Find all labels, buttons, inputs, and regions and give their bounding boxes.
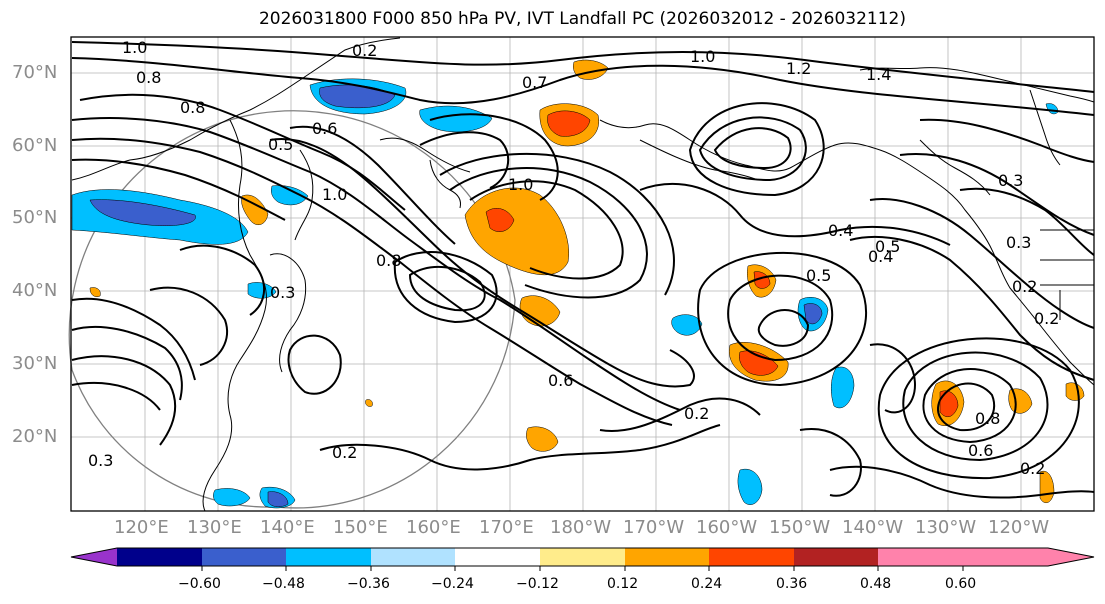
- page-title: 2026031800 F000 850 hPa PV, IVT Landfall…: [258, 9, 906, 29]
- contour-label: 1.0: [322, 185, 347, 204]
- lat-label: 70°N: [12, 62, 58, 83]
- colorbar-segment: [878, 548, 963, 566]
- contour-label: 0.4: [868, 247, 893, 266]
- contour-label: 0.4: [828, 221, 853, 240]
- colorbar-tick-label: −0.60: [178, 576, 221, 592]
- colorbar-tick-label: 0.36: [776, 576, 808, 592]
- contour-label: 0.3: [1006, 233, 1031, 252]
- contour-label: 0.2: [332, 443, 357, 462]
- contour-label: 0.2: [1034, 309, 1059, 328]
- colorbar-tick-label: −0.24: [431, 576, 474, 592]
- contour-label: 1.2: [786, 59, 811, 78]
- contour-label: 0.5: [875, 237, 900, 256]
- colorbar-segment: [371, 548, 455, 566]
- colorbar: [70, 547, 1095, 571]
- negative-anomaly-patches: [71, 78, 1059, 509]
- lon-label: 160°E: [406, 517, 461, 538]
- coastlines: [71, 37, 1095, 512]
- lon-label: 140°W: [842, 517, 904, 538]
- colorbar-extension-high: [963, 548, 1094, 566]
- contour-label: 1.4: [866, 65, 891, 84]
- colorbar-segment: [540, 548, 625, 566]
- colorbar-segment: [455, 548, 540, 566]
- contour-label: 0.6: [548, 371, 573, 390]
- contour-label: 0.5: [806, 266, 831, 285]
- lon-label: 180°W: [550, 517, 612, 538]
- contour-labels: 1.0 0.8 0.2 0.6 0.5 0.8 1.0 0.3 0.8 1.0 …: [88, 38, 1059, 478]
- colorbar-segment: [202, 548, 286, 566]
- lon-label: 160°W: [696, 517, 758, 538]
- contour-label: 0.6: [968, 441, 993, 460]
- colorbar-tick-label: −0.48: [262, 576, 305, 592]
- colorbar-segment: [709, 548, 794, 566]
- contour-label: 0.3: [88, 451, 113, 470]
- colorbar-segment: [794, 548, 878, 566]
- lat-label: 30°N: [12, 353, 58, 374]
- contour-label: 0.2: [1020, 459, 1045, 478]
- contour-label: 0.2: [1012, 277, 1037, 296]
- colorbar-segment: [286, 548, 371, 566]
- contour-label: 0.3: [998, 171, 1023, 190]
- contour-label: 1.0: [122, 38, 147, 57]
- lon-label: 130°E: [187, 517, 242, 538]
- pv-contour-lines: [71, 41, 1095, 499]
- lon-label: 170°E: [479, 517, 534, 538]
- colorbar-tick-label: −0.12: [516, 576, 559, 592]
- lat-label: 50°N: [12, 207, 58, 228]
- contour-label: 1.0: [508, 175, 533, 194]
- contour-label: 0.2: [352, 41, 377, 60]
- contour-label: 0.3: [270, 283, 295, 302]
- colorbar-tick-label: 0.60: [945, 576, 977, 592]
- contour-label: 0.8: [975, 409, 1000, 428]
- colorbar-extension-low: [71, 548, 117, 566]
- colorbar-tick-label: 0.24: [691, 576, 723, 592]
- colorbar-segment: [625, 548, 709, 566]
- lon-label: 150°W: [769, 517, 831, 538]
- contour-label: 0.5: [268, 135, 293, 154]
- contour-label: 0.6: [312, 119, 337, 138]
- contour-label: 0.2: [684, 404, 709, 423]
- lon-label: 120°W: [988, 517, 1050, 538]
- colorbar-tick-label: 0.48: [860, 576, 892, 592]
- contour-label: 0.8: [376, 251, 401, 270]
- lat-label: 20°N: [12, 426, 58, 447]
- contour-label: 0.7: [522, 73, 547, 92]
- lon-label: 120°E: [114, 517, 169, 538]
- contour-label: 0.8: [136, 68, 161, 87]
- lon-label: 170°W: [623, 517, 685, 538]
- lat-label: 40°N: [12, 280, 58, 301]
- lon-label: 140°E: [260, 517, 315, 538]
- map-border: [70, 36, 1095, 512]
- contour-label: 0.8: [180, 98, 205, 117]
- contour-label: 1.0: [690, 47, 715, 66]
- colorbar-tick-label: 0.12: [607, 576, 639, 592]
- lat-label: 60°N: [12, 135, 58, 156]
- colorbar-tick-label: −0.36: [347, 576, 390, 592]
- lon-label: 150°E: [333, 517, 388, 538]
- colorbar-segment: [117, 548, 202, 566]
- lon-label: 130°W: [915, 517, 977, 538]
